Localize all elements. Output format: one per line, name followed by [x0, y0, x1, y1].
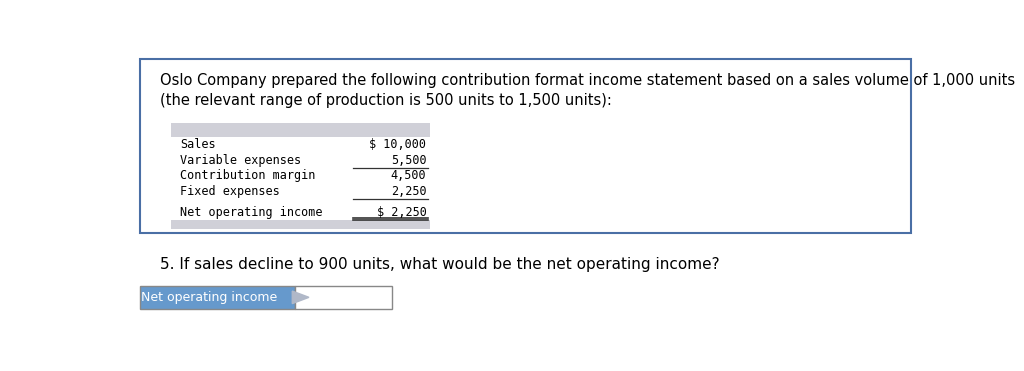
- Text: Net operating income: Net operating income: [180, 206, 323, 219]
- Text: Net operating income: Net operating income: [141, 291, 278, 304]
- Polygon shape: [292, 291, 309, 303]
- Text: 5. If sales decline to 900 units, what would be the net operating income?: 5. If sales decline to 900 units, what w…: [160, 257, 720, 272]
- Text: Sales: Sales: [180, 138, 216, 151]
- Text: $ 2,250: $ 2,250: [377, 206, 426, 219]
- Bar: [140, 286, 295, 309]
- Text: 4,500: 4,500: [391, 169, 426, 182]
- Text: 2,250: 2,250: [391, 185, 426, 198]
- Text: Variable expenses: Variable expenses: [180, 154, 301, 167]
- Text: Contribution margin: Contribution margin: [180, 169, 315, 182]
- Text: 5,500: 5,500: [391, 154, 426, 167]
- Bar: [171, 123, 430, 137]
- Text: Fixed expenses: Fixed expenses: [180, 185, 281, 198]
- Text: $ 10,000: $ 10,000: [370, 138, 426, 151]
- Bar: [295, 286, 392, 309]
- Text: Oslo Company prepared the following contribution format income statement based o: Oslo Company prepared the following cont…: [160, 73, 1015, 108]
- Bar: [171, 220, 430, 229]
